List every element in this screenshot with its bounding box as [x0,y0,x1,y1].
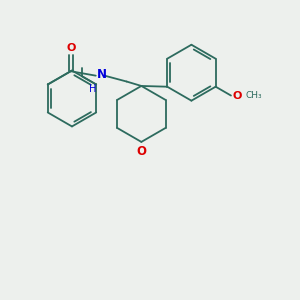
Text: CH₃: CH₃ [246,91,262,100]
Text: O: O [66,43,75,53]
Text: O: O [136,146,146,158]
Text: O: O [232,91,242,100]
Text: N: N [97,68,106,81]
Text: H: H [88,84,96,94]
